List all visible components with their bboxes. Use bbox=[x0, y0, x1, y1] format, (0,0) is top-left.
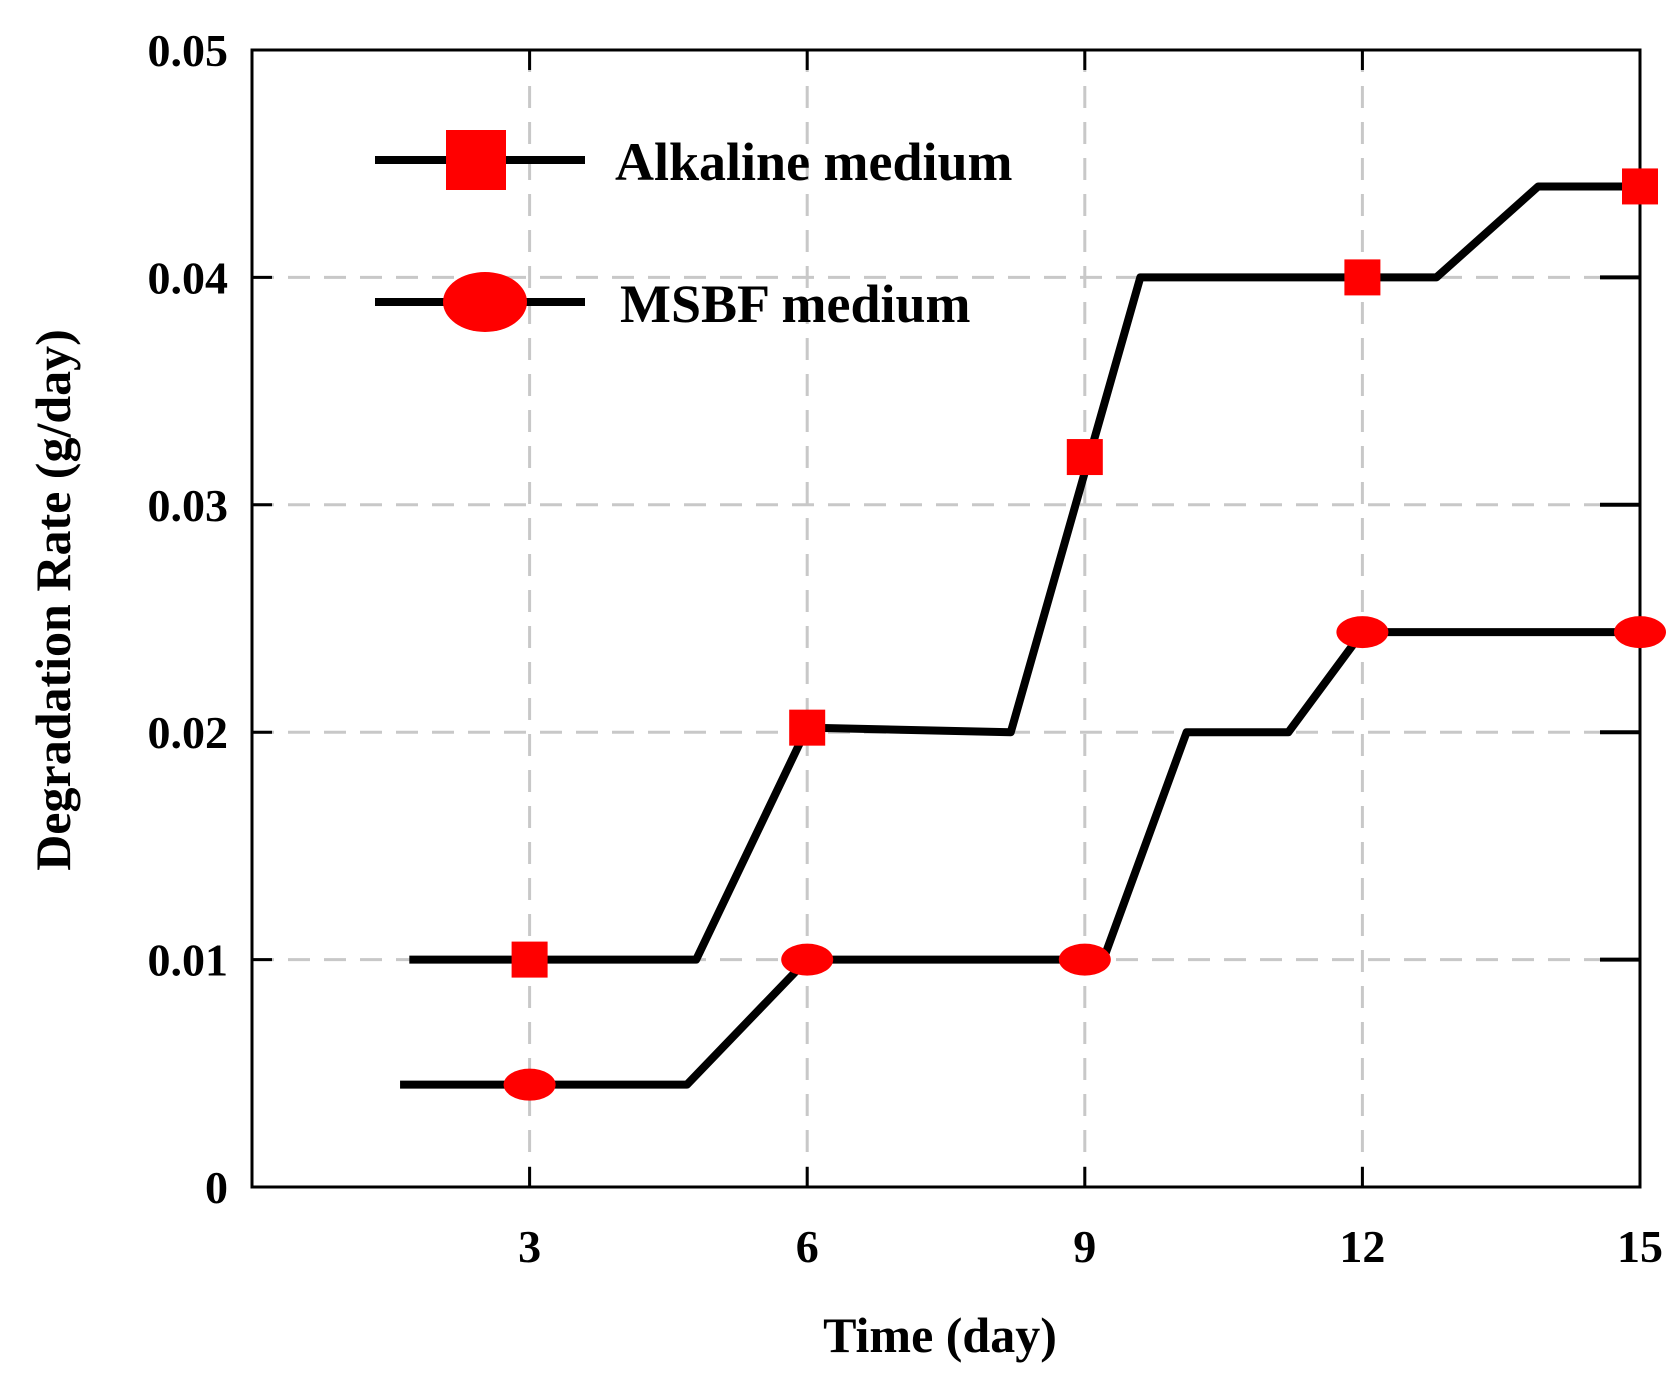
legend-marker-msbf bbox=[443, 272, 527, 332]
x-tick-label: 3 bbox=[518, 1221, 541, 1272]
data-point-square bbox=[511, 941, 548, 978]
axis-ticks bbox=[252, 50, 1642, 1187]
data-point-ellipse bbox=[503, 1068, 556, 1101]
y-tick-labels: 0 0.01 0.02 0.03 0.04 0.05 bbox=[148, 25, 229, 1213]
y-tick-label: 0.03 bbox=[148, 480, 229, 531]
data-point-square bbox=[1344, 259, 1381, 296]
data-point-square bbox=[1066, 439, 1103, 476]
x-tick-label: 6 bbox=[796, 1221, 819, 1272]
x-tick-label: 12 bbox=[1339, 1221, 1385, 1272]
x-tick-label: 9 bbox=[1073, 1221, 1096, 1272]
x-tick-label: 15 bbox=[1617, 1221, 1663, 1272]
data-point-ellipse bbox=[1058, 943, 1111, 976]
legend-label-msbf: MSBF medium bbox=[620, 274, 971, 334]
x-tick-labels: 3 6 9 12 15 bbox=[518, 1221, 1663, 1272]
data-point-ellipse bbox=[1614, 616, 1666, 649]
y-tick-label: 0.05 bbox=[148, 25, 229, 76]
series-lines bbox=[400, 182, 1640, 1089]
grid-lines bbox=[252, 50, 1642, 1187]
x-axis-title: Time (day) bbox=[823, 1307, 1057, 1363]
plot-frame bbox=[250, 48, 1642, 1189]
series-markers bbox=[503, 168, 1666, 1101]
data-point-ellipse bbox=[781, 943, 834, 976]
y-tick-label: 0.01 bbox=[148, 935, 229, 986]
legend: Alkaline medium MSBF medium bbox=[375, 130, 1013, 334]
y-tick-label: 0 bbox=[205, 1162, 228, 1213]
data-point-square bbox=[789, 709, 826, 746]
data-point-ellipse bbox=[1336, 616, 1389, 649]
series-line-0 bbox=[409, 182, 1640, 964]
y-axis-title: Degradation Rate (g/day) bbox=[25, 329, 81, 871]
series-line-1 bbox=[400, 628, 1640, 1089]
legend-marker-alkaline bbox=[446, 130, 506, 190]
y-tick-label: 0.02 bbox=[148, 707, 229, 758]
data-point-square bbox=[1622, 168, 1658, 205]
legend-label-alkaline: Alkaline medium bbox=[615, 132, 1013, 192]
y-tick-label: 0.04 bbox=[148, 252, 229, 303]
